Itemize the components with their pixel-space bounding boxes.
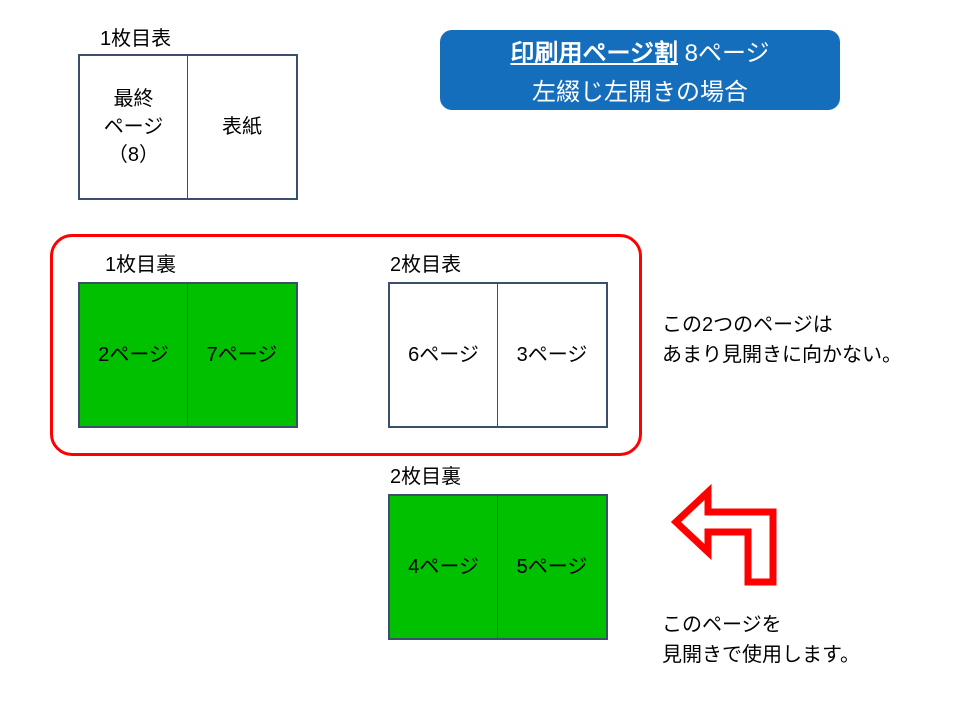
title-line2: 左綴じ左開きの場合 xyxy=(532,72,748,107)
page-5-label: 5ページ xyxy=(517,553,588,581)
label-sheet1-front: 1枚目表 xyxy=(100,22,171,51)
page-cover: 表紙 xyxy=(188,56,296,198)
page-4: 4ページ xyxy=(390,496,498,638)
page-last-label: 最終ページ（8） xyxy=(104,85,164,169)
page-5: 5ページ xyxy=(498,496,606,638)
note-use-spread-line1: このページを xyxy=(662,610,860,640)
page-4-label: 4ページ xyxy=(408,553,479,581)
title-underlined: 印刷用ページ割 xyxy=(510,40,678,67)
uturn-arrow-icon xyxy=(668,472,788,592)
note-use-spread: このページを 見開きで使用します。 xyxy=(662,610,860,670)
page-cover-label: 表紙 xyxy=(222,113,262,141)
grouping-box xyxy=(50,234,642,456)
spread-sheet2-back: 4ページ 5ページ xyxy=(388,494,608,640)
note-not-suitable-line1: この2つのページは xyxy=(662,310,902,340)
label-sheet2-back: 2枚目裏 xyxy=(390,460,461,489)
note-not-suitable-line2: あまり見開きに向かない。 xyxy=(662,340,902,370)
note-not-suitable: この2つのページは あまり見開きに向かない。 xyxy=(662,310,902,370)
title-line1: 印刷用ページ割 8ページ xyxy=(510,33,769,68)
note-use-spread-line2: 見開きで使用します。 xyxy=(662,640,860,670)
spread-sheet1-front: 最終ページ（8） 表紙 xyxy=(78,54,298,200)
page-last: 最終ページ（8） xyxy=(80,56,188,198)
title-suffix: 8ページ xyxy=(678,40,770,67)
title-box: 印刷用ページ割 8ページ 左綴じ左開きの場合 xyxy=(440,30,840,110)
